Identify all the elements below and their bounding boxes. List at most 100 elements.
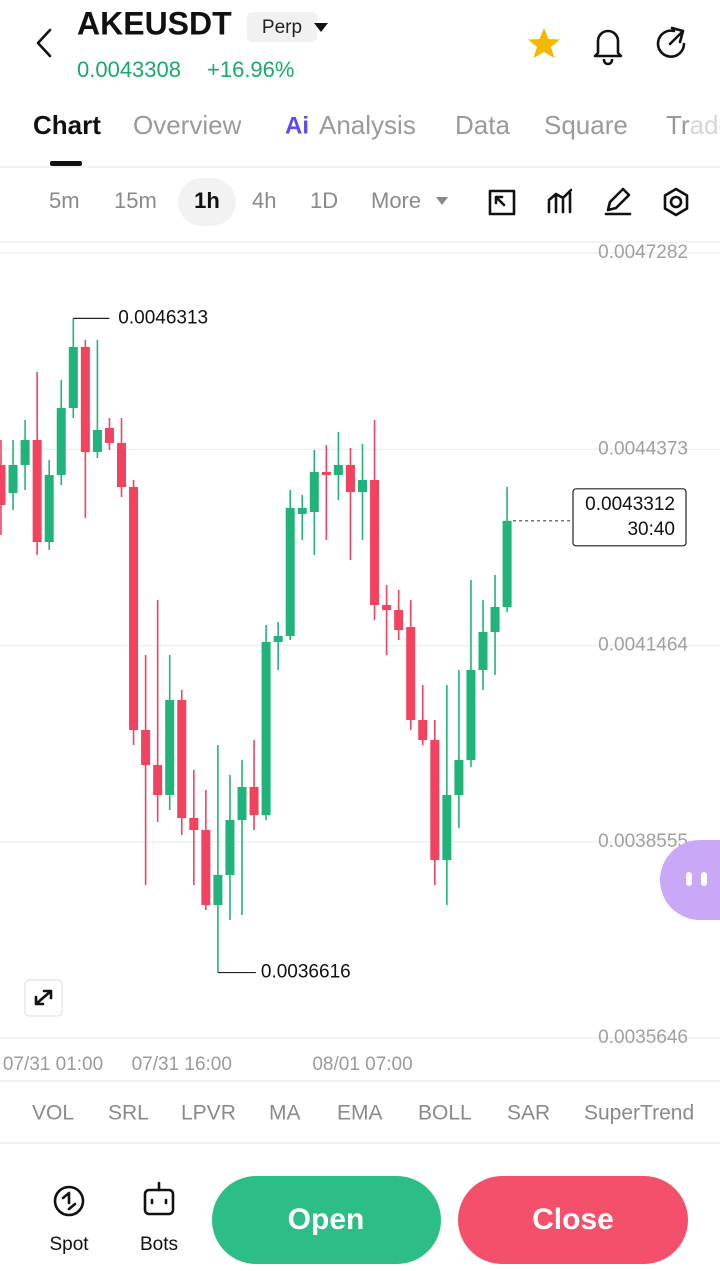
indicator[interactable]: MA — [269, 1102, 301, 1125]
spot-icon-arrows — [61, 1191, 77, 1211]
tab[interactable]: Analysis — [319, 110, 416, 140]
layout-icon[interactable] — [488, 189, 516, 216]
candle-body — [201, 830, 211, 906]
candle-body — [0, 464, 6, 505]
last-price-label: 0.0043312 — [585, 494, 675, 515]
candle-body — [225, 820, 235, 876]
candle-body — [345, 464, 355, 493]
candle-body — [80, 346, 90, 453]
candle-body — [273, 635, 283, 642]
candle-body — [213, 875, 223, 906]
fade — [690, 100, 720, 155]
candle-body — [129, 487, 139, 731]
candle-body — [333, 464, 343, 476]
bots-label[interactable]: Bots — [140, 1234, 178, 1255]
indicator[interactable]: VOL — [32, 1102, 74, 1125]
badge-bg — [247, 12, 317, 42]
toolbar-icons — [488, 187, 689, 217]
assistant-eye — [701, 872, 707, 886]
y-tick-label: 0.0041464 — [598, 635, 688, 656]
dropdown[interactable] — [314, 23, 328, 32]
symbol: AKEUSDT — [77, 5, 232, 41]
indicator[interactable]: EMA — [337, 1102, 383, 1125]
y-tick-label: 0.0038555 — [598, 831, 688, 852]
candle-body — [478, 632, 488, 670]
candle-body — [418, 719, 428, 741]
candle-body — [430, 740, 440, 861]
candle-body — [104, 427, 114, 443]
interval[interactable]: 15m — [114, 188, 157, 213]
alert[interactable] — [593, 29, 623, 66]
candle-body — [44, 475, 54, 543]
assistant-eye — [686, 872, 692, 886]
badge: Perp — [262, 17, 302, 38]
indicator[interactable]: LPVR — [181, 1102, 236, 1125]
candle-body — [8, 464, 18, 494]
x-tick-label: 07/31 01:00 — [3, 1054, 103, 1075]
candle-body — [153, 764, 163, 795]
high-marker-label: 0.0046313 — [118, 307, 208, 328]
tab[interactable]: Overview — [133, 110, 242, 140]
back-button[interactable] — [36, 28, 52, 58]
indicator[interactable]: BOLL — [418, 1102, 472, 1125]
candle-body — [502, 520, 512, 607]
interval[interactable]: 4h — [252, 188, 276, 213]
candle-body — [297, 508, 307, 515]
settings-icon[interactable] — [663, 187, 689, 217]
y-tick-label: 0.0035646 — [598, 1027, 688, 1048]
last-price-tag — [572, 488, 687, 547]
y-tick-label: 0.0047282 — [598, 242, 688, 263]
x-tick-label: 07/31 16:00 — [132, 1054, 232, 1075]
favorite[interactable] — [528, 28, 560, 58]
indicator-icon[interactable] — [547, 188, 573, 214]
spot-label[interactable]: Spot — [49, 1234, 89, 1255]
y-tick-label: 0.0044373 — [598, 438, 688, 459]
share[interactable] — [656, 26, 686, 58]
interval[interactable]: 5m — [49, 188, 80, 213]
candle-body — [261, 641, 271, 816]
candle-body — [406, 627, 416, 720]
candle-body — [454, 759, 464, 795]
bots-icon-detail — [150, 1181, 168, 1205]
candle-body — [20, 440, 30, 465]
bots-icon[interactable] — [143, 1188, 175, 1216]
interval-selected — [178, 178, 236, 226]
interval[interactable]: 1D — [310, 188, 338, 213]
candle-body — [466, 669, 476, 760]
candle-body — [177, 700, 187, 819]
draw-icon[interactable] — [604, 187, 632, 216]
ai-badge: Ai — [285, 112, 309, 139]
candle-body — [32, 440, 42, 543]
candle-body — [141, 730, 151, 765]
change: +16.96% — [207, 57, 294, 82]
close-button[interactable] — [458, 1176, 688, 1264]
indicator[interactable]: SAR — [507, 1102, 550, 1125]
tab[interactable]: Chart — [33, 110, 101, 140]
x-tick-label: 08/01 07:00 — [312, 1054, 412, 1075]
chart: 0.0047282 0.0044373 0.0041464 0.0038555 0.00… — [0, 242, 720, 1075]
candle-body — [237, 786, 247, 821]
indicator[interactable]: SRL — [108, 1102, 149, 1125]
price: 0.0043308 — [77, 57, 181, 82]
candle-body — [358, 480, 367, 493]
tab[interactable]: Data — [455, 110, 510, 140]
candle-body — [394, 610, 404, 630]
candle-body — [56, 408, 66, 476]
countdown: 30:40 — [627, 519, 675, 540]
candle-body — [189, 818, 199, 831]
indicator[interactable]: SuperTrend — [584, 1102, 694, 1125]
low-marker-label: 0.0036616 — [261, 962, 351, 983]
tab-indicator — [50, 161, 82, 166]
candle-body — [309, 471, 319, 512]
expand-icon — [34, 989, 53, 1006]
candle-body — [117, 442, 126, 488]
candle-body — [370, 480, 380, 606]
more-caret — [436, 197, 448, 205]
interval[interactable]: 1h — [194, 188, 220, 213]
interval[interactable]: More — [371, 188, 421, 213]
spot-icon[interactable] — [53, 1185, 85, 1217]
open-button[interactable] — [212, 1176, 441, 1264]
candle-body — [382, 605, 392, 611]
tab[interactable]: Square — [544, 110, 628, 140]
